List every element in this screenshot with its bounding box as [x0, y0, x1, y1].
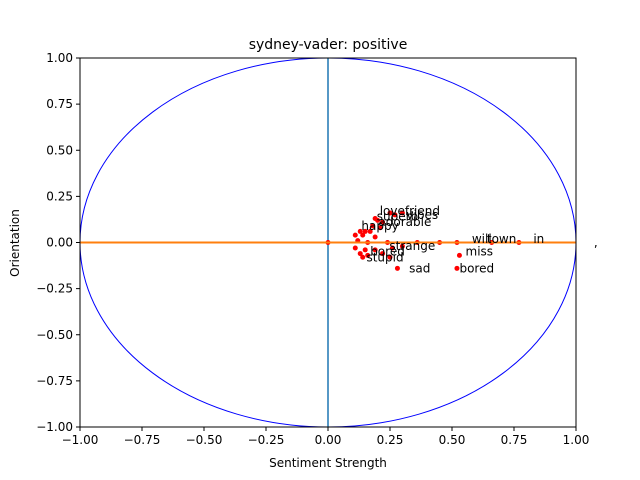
data-point — [399, 210, 405, 216]
word-label: strange — [389, 239, 435, 253]
x-tick-label: 0.50 — [439, 433, 466, 447]
data-point — [360, 232, 366, 238]
data-point — [456, 252, 462, 258]
x-tick-label: −0.75 — [124, 433, 161, 447]
data-point — [352, 232, 358, 238]
data-point — [372, 247, 378, 253]
word-label: miss — [466, 245, 494, 259]
x-tick-label: 0.00 — [315, 433, 342, 447]
chart-title: sydney-vader: positive — [249, 37, 408, 53]
x-tick-label: 0.25 — [377, 433, 404, 447]
y-axis-label: Orientation — [8, 209, 22, 277]
word-label: adorable — [378, 215, 431, 229]
word-label: bored — [370, 245, 405, 259]
data-point — [380, 251, 386, 257]
data-point — [387, 254, 393, 260]
x-tick-label: −1.00 — [62, 433, 99, 447]
y-tick-label: −1.00 — [36, 420, 73, 434]
y-tick-label: −0.25 — [36, 282, 73, 296]
x-tick-label: 0.75 — [501, 433, 528, 447]
data-point — [454, 265, 460, 271]
x-tick-label: 1.00 — [563, 433, 590, 447]
word-label: will — [472, 232, 492, 246]
data-point — [360, 254, 366, 260]
data-point — [367, 228, 373, 234]
word-label: bored — [459, 261, 494, 275]
word-label: superb — [377, 210, 418, 224]
y-tick-label: 0.00 — [46, 236, 73, 250]
data-point — [352, 245, 358, 251]
x-tick-label: −0.25 — [248, 433, 285, 447]
word-label: sad — [409, 261, 430, 275]
word-label: happy — [361, 219, 398, 233]
y-tick-label: −0.50 — [36, 328, 73, 342]
data-point — [394, 265, 400, 271]
word-label: vibes — [406, 208, 438, 222]
y-tick-label: 0.25 — [46, 189, 73, 203]
data-point — [370, 223, 376, 229]
data-point — [362, 228, 368, 234]
data-point — [399, 243, 405, 249]
data-point — [357, 251, 363, 257]
data-point — [375, 217, 381, 223]
data-point — [389, 245, 395, 251]
data-point — [380, 219, 386, 225]
data-point — [392, 212, 398, 218]
data-point — [362, 247, 368, 253]
y-tick-label: 1.00 — [46, 51, 73, 65]
word-label: town — [487, 232, 516, 246]
data-point — [357, 228, 363, 234]
y-tick-label: 0.50 — [46, 143, 73, 157]
data-point — [372, 234, 378, 240]
y-tick-label: 0.75 — [46, 97, 73, 111]
data-point — [377, 225, 383, 231]
word-label: , — [594, 236, 598, 250]
plot-frame — [79, 57, 577, 428]
word-label: stupid — [366, 250, 403, 264]
word-label: in — [533, 232, 544, 246]
x-tick-label: −0.50 — [186, 433, 223, 447]
x-axis-ticks: −1.00 −0.75 −0.50 −0.25 0.00 0.25 0.50 0.75 1.00 — [62, 427, 590, 447]
word-label: lovefriend — [380, 204, 440, 218]
data-point — [387, 210, 393, 216]
y-tick-label: −0.75 — [36, 374, 73, 388]
y-axis-ticks: 1.00 0.75 0.50 0.25 0.00 −0.25 −0.50 −0.75 −1.00 — [36, 51, 80, 434]
data-point — [365, 252, 371, 258]
x-axis-label: Sentiment Strength — [269, 456, 387, 470]
